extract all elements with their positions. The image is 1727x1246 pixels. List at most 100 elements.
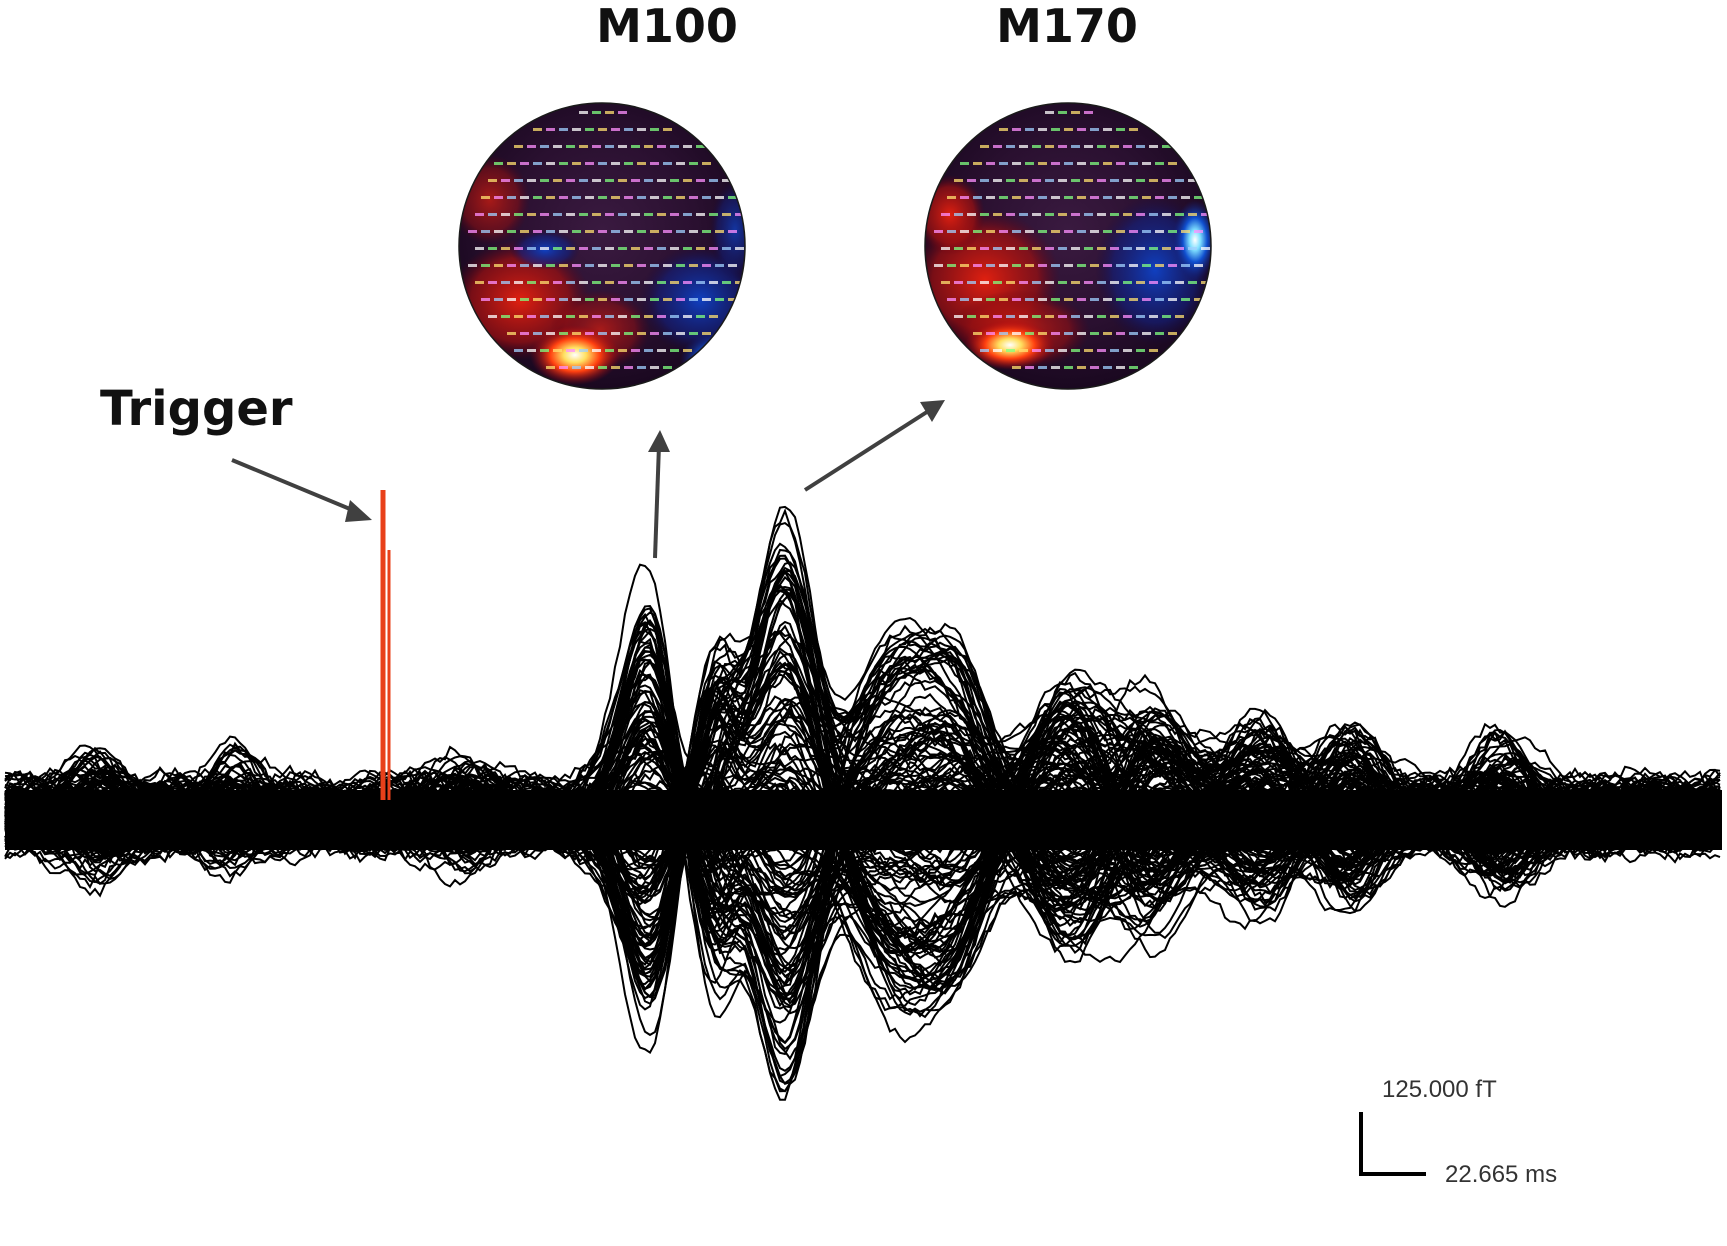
scale-bar: 125.000 fT 22.665 ms bbox=[1359, 1076, 1557, 1188]
sensor-mark bbox=[637, 332, 646, 335]
sensor-mark bbox=[611, 298, 620, 301]
sensor-mark bbox=[1038, 264, 1047, 267]
sensor-mark bbox=[501, 213, 510, 216]
sensor-mark bbox=[650, 332, 659, 335]
sensor-mark bbox=[592, 281, 601, 284]
sensor-mark bbox=[1025, 162, 1034, 165]
sensor-mark bbox=[702, 332, 711, 335]
sensor-mark bbox=[546, 128, 555, 131]
sensor-mark bbox=[683, 213, 692, 216]
sensor-mark bbox=[1181, 196, 1190, 199]
sensor-mark bbox=[644, 213, 653, 216]
sensor-mark bbox=[1025, 264, 1034, 267]
sensor-mark bbox=[1142, 230, 1151, 233]
sensor-mark bbox=[1168, 162, 1177, 165]
sensor-mark bbox=[598, 196, 607, 199]
sensor-mark bbox=[1006, 247, 1015, 250]
scale-time-label: 22.665 ms bbox=[1445, 1161, 1557, 1188]
sensor-mark bbox=[980, 315, 989, 318]
sensor-mark bbox=[1058, 111, 1067, 114]
sensor-mark bbox=[1045, 281, 1054, 284]
sensor-mark bbox=[553, 315, 562, 318]
sensor-mark bbox=[1077, 366, 1086, 369]
sensor-mark bbox=[618, 349, 627, 352]
sensor-mark bbox=[689, 230, 698, 233]
sensor-mark bbox=[1097, 213, 1106, 216]
sensor-mark bbox=[954, 179, 963, 182]
sensor-mark bbox=[1116, 230, 1125, 233]
sensor-mark bbox=[696, 315, 705, 318]
sensor-mark bbox=[1071, 145, 1080, 148]
sensor-mark bbox=[533, 230, 542, 233]
sensor-mark bbox=[1051, 128, 1060, 131]
sensor-mark bbox=[1012, 298, 1021, 301]
sensor-mark bbox=[650, 196, 659, 199]
sensor-mark bbox=[637, 128, 646, 131]
sensor-mark bbox=[689, 332, 698, 335]
sensor-mark bbox=[585, 128, 594, 131]
sensor-mark bbox=[967, 179, 976, 182]
sensor-mark bbox=[598, 162, 607, 165]
sensor-mark bbox=[1188, 213, 1197, 216]
sensor-mark bbox=[709, 281, 718, 284]
sensor-mark bbox=[520, 298, 529, 301]
sensor-mark bbox=[559, 196, 568, 199]
sensor-mark bbox=[624, 196, 633, 199]
sensor-mark bbox=[1064, 196, 1073, 199]
sensor-mark bbox=[1194, 298, 1203, 301]
sensor-mark bbox=[1129, 264, 1138, 267]
sensor-mark bbox=[507, 162, 516, 165]
sensor-mark bbox=[540, 315, 549, 318]
sensor-mark bbox=[611, 264, 620, 267]
sensor-mark bbox=[1201, 247, 1210, 250]
sensor-mark bbox=[592, 213, 601, 216]
sensor-mark bbox=[1064, 366, 1073, 369]
sensor-mark bbox=[986, 162, 995, 165]
sensor-mark bbox=[657, 179, 666, 182]
sensor-mark bbox=[572, 264, 581, 267]
sensor-mark bbox=[1090, 264, 1099, 267]
sensor-mark bbox=[1103, 298, 1112, 301]
sensor-mark bbox=[540, 179, 549, 182]
sensor-mark bbox=[566, 145, 575, 148]
sensor-mark bbox=[663, 264, 672, 267]
sensor-mark bbox=[999, 230, 1008, 233]
sensor-mark bbox=[572, 298, 581, 301]
sensor-mark bbox=[1012, 196, 1021, 199]
sensor-mark bbox=[507, 298, 516, 301]
sensor-mark bbox=[993, 349, 1002, 352]
sensor-mark bbox=[954, 213, 963, 216]
sensor-mark bbox=[735, 213, 744, 216]
m170-arrow bbox=[803, 400, 945, 492]
sensor-mark bbox=[1155, 332, 1164, 335]
sensor-mark bbox=[572, 128, 581, 131]
sensor-mark bbox=[546, 298, 555, 301]
sensor-mark bbox=[507, 332, 516, 335]
sensor-mark bbox=[676, 196, 685, 199]
sensor-mark bbox=[559, 298, 568, 301]
sensor-mark bbox=[579, 315, 588, 318]
sensor-mark bbox=[624, 162, 633, 165]
sensor-mark bbox=[973, 298, 982, 301]
sensor-mark bbox=[1051, 196, 1060, 199]
sensor-mark bbox=[1116, 298, 1125, 301]
sensor-mark bbox=[728, 264, 737, 267]
sensor-mark bbox=[1025, 332, 1034, 335]
sensor-mark bbox=[572, 162, 581, 165]
sensor-mark bbox=[973, 162, 982, 165]
sensor-mark bbox=[1006, 281, 1015, 284]
sensor-mark bbox=[1155, 196, 1164, 199]
sensor-mark bbox=[1168, 264, 1177, 267]
sensor-mark bbox=[1142, 298, 1151, 301]
sensor-mark bbox=[1032, 247, 1041, 250]
sensor-mark bbox=[954, 247, 963, 250]
sensor-mark bbox=[1032, 213, 1041, 216]
sensor-mark bbox=[1084, 315, 1093, 318]
sensor-mark bbox=[657, 213, 666, 216]
sensor-mark bbox=[631, 179, 640, 182]
sensor-mark bbox=[689, 264, 698, 267]
sensor-mark bbox=[696, 213, 705, 216]
sensor-mark bbox=[1175, 281, 1184, 284]
sensor-mark bbox=[663, 196, 672, 199]
